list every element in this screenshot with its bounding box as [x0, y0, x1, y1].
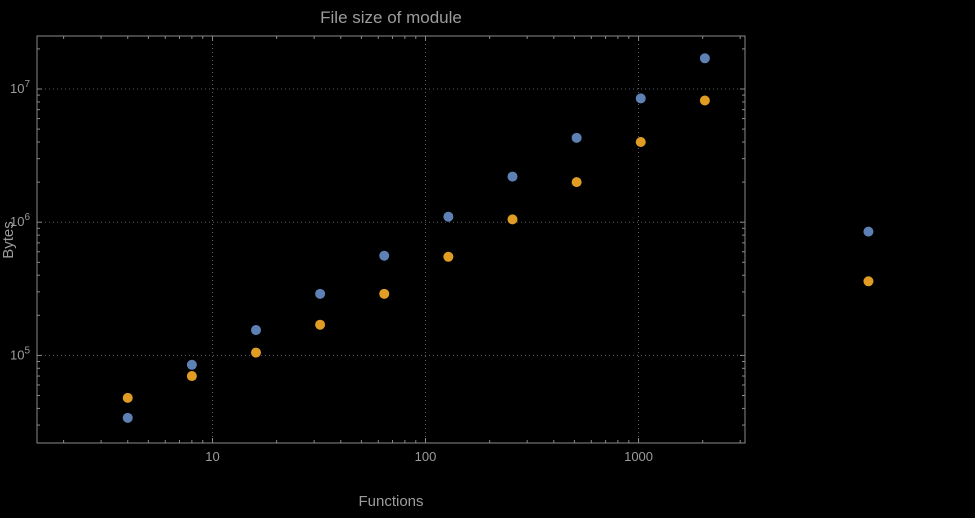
data-point-orange [315, 319, 326, 330]
data-point-blue [250, 325, 261, 336]
data-point-orange [186, 371, 197, 382]
data-point-blue [699, 53, 710, 64]
plot-layer: 10 100 1000 105 106 107 [10, 35, 874, 464]
data-point-orange [863, 276, 874, 287]
data-point-blue [635, 93, 646, 104]
data-point-orange [379, 288, 390, 299]
y-tick-label: 105 [10, 345, 30, 362]
x-tick-label: 1000 [624, 449, 653, 464]
data-point-blue [315, 288, 326, 299]
chart-title: File size of module [320, 8, 462, 27]
x-tick-label: 100 [415, 449, 437, 464]
x-tick-label: 10 [205, 449, 219, 464]
data-point-orange [250, 347, 261, 358]
y-tick-label: 107 [10, 79, 30, 96]
data-point-orange [507, 214, 518, 225]
data-point-blue [122, 412, 133, 423]
plot-frame [36, 35, 746, 444]
data-point-blue [186, 359, 197, 370]
data-point-orange [122, 392, 133, 403]
x-axis-label: Functions [358, 493, 423, 510]
data-point-orange [443, 251, 454, 262]
y-axis-label: Bytes [0, 221, 17, 259]
data-point-blue [379, 250, 390, 261]
data-point-orange [635, 137, 646, 148]
data-point-orange [699, 95, 710, 106]
data-point-blue [863, 226, 874, 237]
y-tick-label: 106 [10, 212, 30, 229]
data-point-blue [443, 211, 454, 222]
data-point-orange [571, 177, 582, 188]
data-point-blue [507, 171, 518, 182]
data-point-blue [571, 132, 582, 143]
